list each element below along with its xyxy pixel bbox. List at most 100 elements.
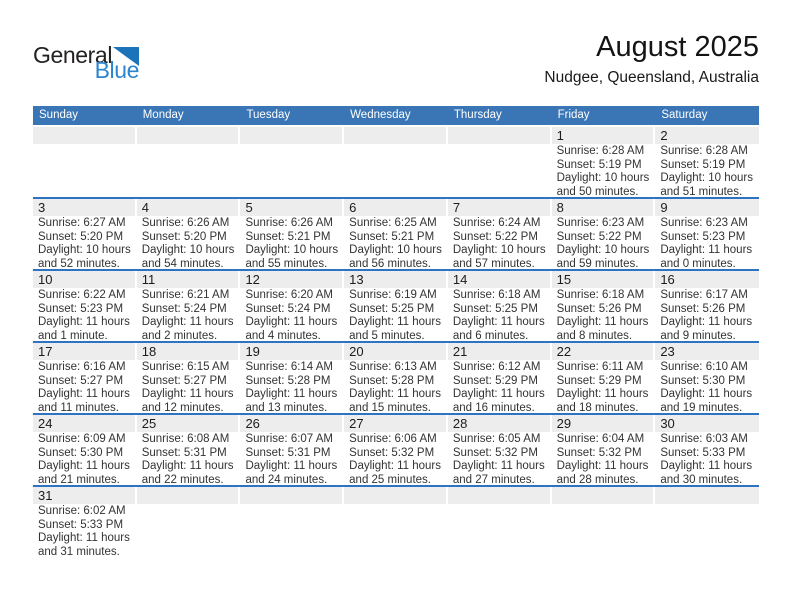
day-cell-4: 4 Sunrise: 6:26 AM Sunset: 5:20 PM Daylight… — [136, 199, 241, 269]
daylight-text-line1: Daylight: 11 hours — [349, 460, 441, 472]
day-details: Sunrise: 6:10 AM Sunset: 5:30 PM Daylight:… — [655, 360, 759, 413]
day-number: 9 — [655, 199, 760, 216]
sunset-text: Sunset: 5:27 PM — [141, 374, 227, 387]
day-cell-empty — [344, 127, 448, 197]
day-number: 26 — [240, 415, 343, 432]
daylight-text-line2: and 55 minutes. — [245, 257, 328, 270]
day-cell-17: 17 Sunrise: 6:16 AM Sunset: 5:27 PM Dayligh… — [33, 343, 137, 413]
day-cell-14: 14 Sunrise: 6:18 AM Sunset: 5:25 PM Dayligh… — [447, 271, 552, 341]
sunrise-text: Sunrise: 6:21 AM — [141, 289, 230, 301]
daylight-text-line2: and 11 minutes. — [38, 401, 119, 414]
day-details: Sunrise: 6:25 AM Sunset: 5:21 PM Daylight:… — [344, 216, 448, 269]
sunrise-text: Sunrise: 6:13 AM — [349, 361, 437, 373]
day-number: 24 — [33, 415, 135, 432]
weekday-header-sunday: Sunday — [39, 109, 79, 121]
daylight-text-line2: and 1 minute. — [38, 329, 108, 342]
daylight-text-line2: and 31 minutes. — [38, 545, 120, 558]
sunset-text: Sunset: 5:19 PM — [556, 158, 642, 171]
sunset-text: Sunset: 5:21 PM — [245, 230, 331, 243]
sunrise-text: Sunrise: 6:23 AM — [556, 217, 645, 229]
sunset-text: Sunset: 5:30 PM — [38, 446, 124, 459]
sunrise-text: Sunrise: 6:06 AM — [349, 433, 437, 445]
day-number: 13 — [344, 271, 446, 288]
day-details: Sunrise: 6:06 AM Sunset: 5:32 PM Daylight:… — [344, 432, 448, 485]
day-details: Sunrise: 6:18 AM Sunset: 5:25 PM Daylight:… — [448, 288, 552, 341]
daylight-text-line2: and 51 minutes. — [660, 185, 743, 198]
day-number: 11 — [136, 271, 239, 288]
daylight-text-line2: and 12 minutes. — [141, 401, 224, 414]
daylight-text-line1: Daylight: 11 hours — [245, 460, 338, 472]
daylight-text-line1: Daylight: 11 hours — [660, 316, 753, 328]
day-cell-28: 28 Sunrise: 6:05 AM Sunset: 5:32 PM Dayligh… — [447, 415, 552, 485]
day-number: 17 — [33, 343, 135, 360]
day-cell-20: 20 Sunrise: 6:13 AM Sunset: 5:28 PM Dayligh… — [344, 343, 448, 413]
day-cell-29: 29 Sunrise: 6:04 AM Sunset: 5:32 PM Dayligh… — [551, 415, 656, 485]
sunrise-text: Sunrise: 6:28 AM — [556, 145, 645, 157]
day-details: Sunrise: 6:20 AM Sunset: 5:24 PM Daylight:… — [240, 288, 344, 341]
daylight-text-line2: and 0 minutes. — [660, 257, 736, 270]
day-details: Sunrise: 6:19 AM Sunset: 5:25 PM Daylight:… — [344, 288, 448, 341]
daylight-text-line2: and 5 minutes. — [349, 329, 425, 342]
sunrise-text: Sunrise: 6:02 AM — [38, 505, 126, 517]
day-details: Sunrise: 6:13 AM Sunset: 5:28 PM Daylight:… — [344, 360, 448, 413]
daylight-text-line2: and 59 minutes. — [556, 257, 639, 270]
sunset-text: Sunset: 5:24 PM — [245, 302, 331, 315]
sunset-text: Sunset: 5:26 PM — [556, 302, 642, 315]
week-row: 24 Sunrise: 6:09 AM Sunset: 5:30 PM Dayligh… — [33, 415, 760, 487]
weekday-header-monday: Monday — [142, 109, 184, 121]
day-cell-27: 27 Sunrise: 6:06 AM Sunset: 5:32 PM Dayligh… — [344, 415, 448, 485]
sunrise-text: Sunrise: 6:09 AM — [38, 433, 126, 445]
daylight-text-line1: Daylight: 11 hours — [141, 388, 234, 400]
day-number: 16 — [655, 271, 760, 288]
day-cell-empty — [551, 487, 656, 565]
calendar-weeks: 1 Sunrise: 6:28 AM Sunset: 5:19 PM Daylight… — [33, 127, 760, 565]
weekday-header-friday: Friday — [557, 109, 590, 121]
daylight-text-line1: Daylight: 11 hours — [452, 316, 545, 328]
day-number: 12 — [240, 271, 343, 288]
daylight-text-line1: Daylight: 11 hours — [349, 316, 441, 328]
sunset-text: Sunset: 5:25 PM — [349, 302, 435, 315]
day-number: 18 — [136, 343, 239, 360]
day-cell-9: 9 Sunrise: 6:23 AM Sunset: 5:23 PM Daylight… — [655, 199, 760, 270]
day-cell-empty — [655, 487, 760, 565]
day-number: 10 — [33, 271, 135, 288]
daylight-text-line1: Daylight: 11 hours — [452, 460, 545, 472]
sunrise-text: Sunrise: 6:18 AM — [556, 289, 645, 301]
sunrise-text: Sunrise: 6:26 AM — [141, 217, 230, 229]
day-number — [447, 127, 550, 144]
sunrise-text: Sunrise: 6:15 AM — [141, 361, 230, 373]
daylight-text-line2: and 16 minutes. — [452, 401, 535, 414]
day-cell-26: 26 Sunrise: 6:07 AM Sunset: 5:31 PM Dayligh… — [240, 415, 344, 485]
week-row: 3 Sunrise: 6:27 AM Sunset: 5:20 PM Daylight… — [33, 199, 760, 271]
day-number: 19 — [240, 343, 343, 360]
daylight-text-line1: Daylight: 10 hours — [141, 244, 235, 256]
daylight-text-line2: and 18 minutes. — [556, 401, 639, 414]
day-number: 20 — [344, 343, 446, 360]
sunset-text: Sunset: 5:20 PM — [141, 230, 227, 243]
sunrise-text: Sunrise: 6:17 AM — [660, 289, 748, 301]
day-cell-empty — [240, 127, 344, 197]
daylight-text-line1: Daylight: 11 hours — [38, 388, 130, 400]
sunset-text: Sunset: 5:28 PM — [349, 374, 435, 387]
day-number: 31 — [33, 487, 135, 504]
sunset-text: Sunset: 5:30 PM — [660, 374, 746, 387]
daylight-text-line2: and 2 minutes. — [141, 329, 218, 342]
week-row: 17 Sunrise: 6:16 AM Sunset: 5:27 PM Dayligh… — [33, 343, 760, 415]
week-row: 10 Sunrise: 6:22 AM Sunset: 5:23 PM Dayligh… — [33, 271, 760, 343]
day-number — [136, 487, 239, 504]
sunrise-text: Sunrise: 6:05 AM — [452, 433, 541, 445]
day-cell-15: 15 Sunrise: 6:18 AM Sunset: 5:26 PM Dayligh… — [551, 271, 656, 341]
page-title: August 2025 — [596, 31, 759, 63]
daylight-text-line2: and 25 minutes. — [349, 473, 431, 486]
daylight-text-line1: Daylight: 11 hours — [452, 388, 545, 400]
day-number: 22 — [551, 343, 654, 360]
sunrise-text: Sunrise: 6:25 AM — [349, 217, 437, 229]
sunset-text: Sunset: 5:33 PM — [38, 518, 124, 531]
sunset-text: Sunset: 5:31 PM — [245, 446, 331, 459]
day-details: Sunrise: 6:28 AM Sunset: 5:19 PM Daylight:… — [655, 144, 759, 197]
logo-top-row: General — [33, 44, 140, 67]
daylight-text-line1: Daylight: 11 hours — [38, 460, 130, 472]
sunset-text: Sunset: 5:22 PM — [452, 230, 538, 243]
day-details: Sunrise: 6:26 AM Sunset: 5:20 PM Daylight:… — [137, 216, 241, 269]
weekday-header-thursday: Thursday — [453, 109, 502, 121]
